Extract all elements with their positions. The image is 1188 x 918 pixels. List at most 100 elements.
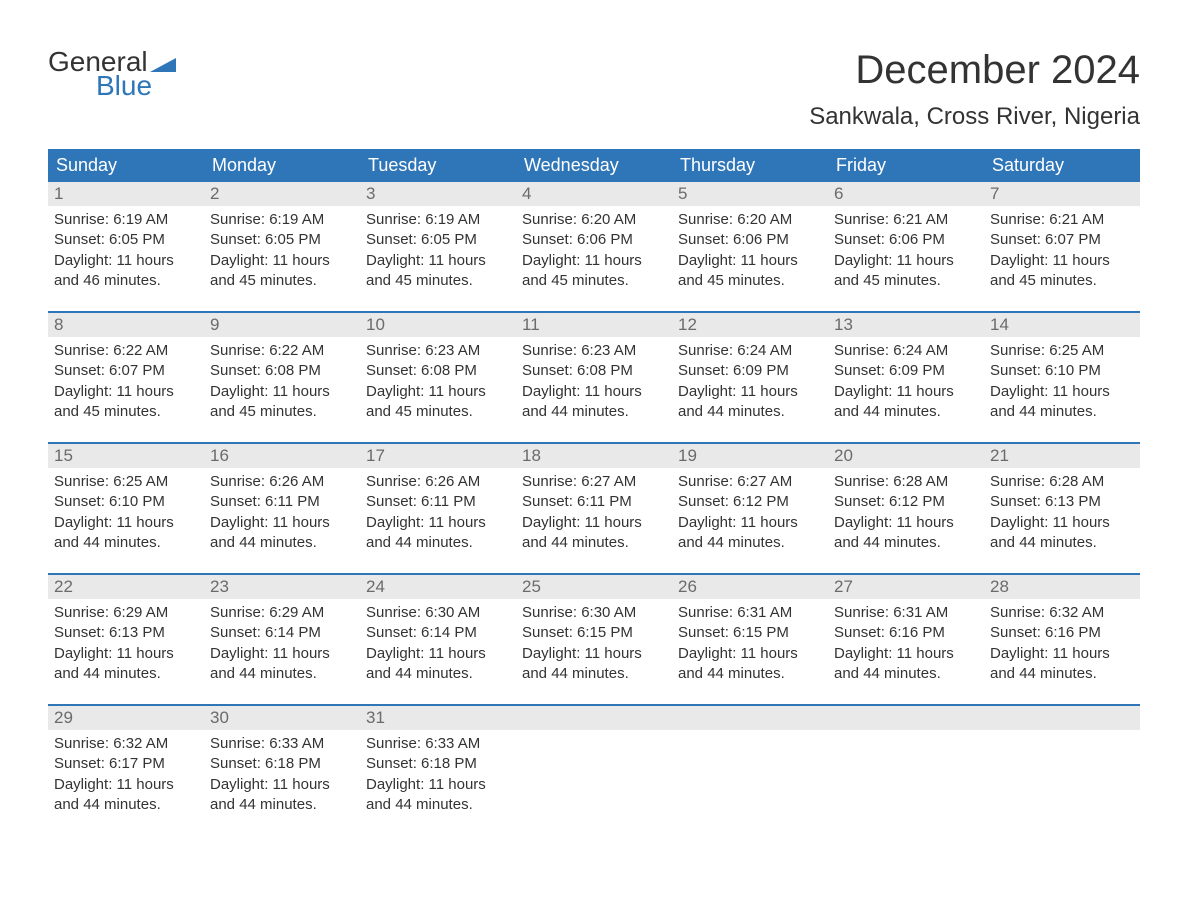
day-body: Sunrise: 6:25 AMSunset: 6:10 PMDaylight:… [48, 468, 204, 553]
day-number: 16 [210, 446, 229, 465]
daylight-line: Daylight: 11 hours and 44 minutes. [54, 513, 198, 554]
day-number-row: 6 [828, 182, 984, 206]
sunset-line: Sunset: 6:11 PM [522, 492, 666, 512]
sunset-line: Sunset: 6:12 PM [834, 492, 978, 512]
calendar-day: 22Sunrise: 6:29 AMSunset: 6:13 PMDayligh… [48, 575, 204, 690]
daylight-line: Daylight: 11 hours and 44 minutes. [366, 775, 510, 816]
day-number: 15 [54, 446, 73, 465]
calendar-day: 13Sunrise: 6:24 AMSunset: 6:09 PMDayligh… [828, 313, 984, 428]
day-body: Sunrise: 6:27 AMSunset: 6:11 PMDaylight:… [516, 468, 672, 553]
day-number-row: 1 [48, 182, 204, 206]
day-number: 9 [210, 315, 219, 334]
daylight-line: Daylight: 11 hours and 44 minutes. [54, 644, 198, 685]
sunrise-line: Sunrise: 6:28 AM [834, 472, 978, 492]
sunset-line: Sunset: 6:06 PM [678, 230, 822, 250]
day-number: 6 [834, 184, 843, 203]
calendar-week: 22Sunrise: 6:29 AMSunset: 6:13 PMDayligh… [48, 573, 1140, 690]
sunrise-line: Sunrise: 6:32 AM [990, 603, 1134, 623]
daylight-line: Daylight: 11 hours and 44 minutes. [990, 382, 1134, 423]
day-number: 29 [54, 708, 73, 727]
sunrise-line: Sunrise: 6:32 AM [54, 734, 198, 754]
day-number-row: 2 [204, 182, 360, 206]
sunset-line: Sunset: 6:09 PM [834, 361, 978, 381]
sunrise-line: Sunrise: 6:20 AM [678, 210, 822, 230]
day-number: 25 [522, 577, 541, 596]
day-body: Sunrise: 6:23 AMSunset: 6:08 PMDaylight:… [516, 337, 672, 422]
day-body: Sunrise: 6:25 AMSunset: 6:10 PMDaylight:… [984, 337, 1140, 422]
day-number-row: . [672, 706, 828, 730]
daylight-line: Daylight: 11 hours and 46 minutes. [54, 251, 198, 292]
day-number-row: 9 [204, 313, 360, 337]
day-number: 14 [990, 315, 1009, 334]
day-body: Sunrise: 6:19 AMSunset: 6:05 PMDaylight:… [360, 206, 516, 291]
day-number: 18 [522, 446, 541, 465]
calendar-day: 8Sunrise: 6:22 AMSunset: 6:07 PMDaylight… [48, 313, 204, 428]
daylight-line: Daylight: 11 hours and 44 minutes. [678, 513, 822, 554]
sunset-line: Sunset: 6:05 PM [54, 230, 198, 250]
sunset-line: Sunset: 6:11 PM [366, 492, 510, 512]
daylight-line: Daylight: 11 hours and 45 minutes. [678, 251, 822, 292]
day-body: Sunrise: 6:30 AMSunset: 6:14 PMDaylight:… [360, 599, 516, 684]
sunrise-line: Sunrise: 6:29 AM [54, 603, 198, 623]
sunset-line: Sunset: 6:07 PM [990, 230, 1134, 250]
day-body: Sunrise: 6:27 AMSunset: 6:12 PMDaylight:… [672, 468, 828, 553]
day-number-row: 10 [360, 313, 516, 337]
day-number: 23 [210, 577, 229, 596]
weekday-sunday: Sunday [48, 149, 204, 182]
sunrise-line: Sunrise: 6:22 AM [210, 341, 354, 361]
daylight-line: Daylight: 11 hours and 44 minutes. [366, 513, 510, 554]
title-block: December 2024 Sankwala, Cross River, Nig… [809, 48, 1140, 131]
day-body: Sunrise: 6:30 AMSunset: 6:15 PMDaylight:… [516, 599, 672, 684]
sunrise-line: Sunrise: 6:29 AM [210, 603, 354, 623]
day-number: 13 [834, 315, 853, 334]
weekday-friday: Friday [828, 149, 984, 182]
day-number-row: 28 [984, 575, 1140, 599]
day-body: Sunrise: 6:26 AMSunset: 6:11 PMDaylight:… [360, 468, 516, 553]
day-body: Sunrise: 6:33 AMSunset: 6:18 PMDaylight:… [360, 730, 516, 815]
day-number: 31 [366, 708, 385, 727]
sunrise-line: Sunrise: 6:23 AM [366, 341, 510, 361]
calendar-day: 3Sunrise: 6:19 AMSunset: 6:05 PMDaylight… [360, 182, 516, 297]
day-number-row: 12 [672, 313, 828, 337]
day-number: 24 [366, 577, 385, 596]
calendar-day: 4 Sunrise: 6:20 AMSunset: 6:06 PMDaylight… [516, 182, 672, 297]
daylight-line: Daylight: 11 hours and 44 minutes. [990, 513, 1134, 554]
day-number-row: 27 [828, 575, 984, 599]
sunrise-line: Sunrise: 6:31 AM [834, 603, 978, 623]
sunset-line: Sunset: 6:08 PM [522, 361, 666, 381]
day-body: Sunrise: 6:29 AMSunset: 6:13 PMDaylight:… [48, 599, 204, 684]
day-number: 19 [678, 446, 697, 465]
calendar-day: 6Sunrise: 6:21 AMSunset: 6:06 PMDaylight… [828, 182, 984, 297]
day-number-row: 24 [360, 575, 516, 599]
sunrise-line: Sunrise: 6:30 AM [366, 603, 510, 623]
day-number-row: 31 [360, 706, 516, 730]
daylight-line: Daylight: 11 hours and 44 minutes. [522, 644, 666, 685]
day-body: Sunrise: 6:29 AMSunset: 6:14 PMDaylight:… [204, 599, 360, 684]
calendar-day: 18 Sunrise: 6:27 AMSunset: 6:11 PMDayligh… [516, 444, 672, 559]
day-body: Sunrise: 6:20 AMSunset: 6:06 PMDaylight:… [516, 206, 672, 291]
sunrise-line: Sunrise: 6:19 AM [210, 210, 354, 230]
calendar-day: 21Sunrise: 6:28 AMSunset: 6:13 PMDayligh… [984, 444, 1140, 559]
calendar-week: 1Sunrise: 6:19 AMSunset: 6:05 PMDaylight… [48, 182, 1140, 297]
sunset-line: Sunset: 6:05 PM [210, 230, 354, 250]
calendar-day: 23 Sunrise: 6:29 AMSunset: 6:14 PMDayligh… [204, 575, 360, 690]
day-number-row: 15 [48, 444, 204, 468]
weekday-saturday: Saturday [984, 149, 1140, 182]
month-title: December 2024 [809, 48, 1140, 93]
daylight-line: Daylight: 11 hours and 44 minutes. [834, 513, 978, 554]
day-number: 5 [678, 184, 687, 203]
calendar-day: 27Sunrise: 6:31 AMSunset: 6:16 PMDayligh… [828, 575, 984, 690]
day-number: 26 [678, 577, 697, 596]
sunset-line: Sunset: 6:17 PM [54, 754, 198, 774]
daylight-line: Daylight: 11 hours and 45 minutes. [210, 382, 354, 423]
day-number-row: 26 [672, 575, 828, 599]
day-number: 4 [522, 184, 531, 203]
day-number-row: 13 [828, 313, 984, 337]
daylight-line: Daylight: 11 hours and 44 minutes. [834, 644, 978, 685]
sunset-line: Sunset: 6:07 PM [54, 361, 198, 381]
calendar-day: 24 Sunrise: 6:30 AMSunset: 6:14 PMDayligh… [360, 575, 516, 690]
daylight-line: Daylight: 11 hours and 45 minutes. [366, 251, 510, 292]
calendar-day: 17Sunrise: 6:26 AMSunset: 6:11 PMDayligh… [360, 444, 516, 559]
calendar-day: 7Sunrise: 6:21 AMSunset: 6:07 PMDaylight… [984, 182, 1140, 297]
sunrise-line: Sunrise: 6:21 AM [834, 210, 978, 230]
